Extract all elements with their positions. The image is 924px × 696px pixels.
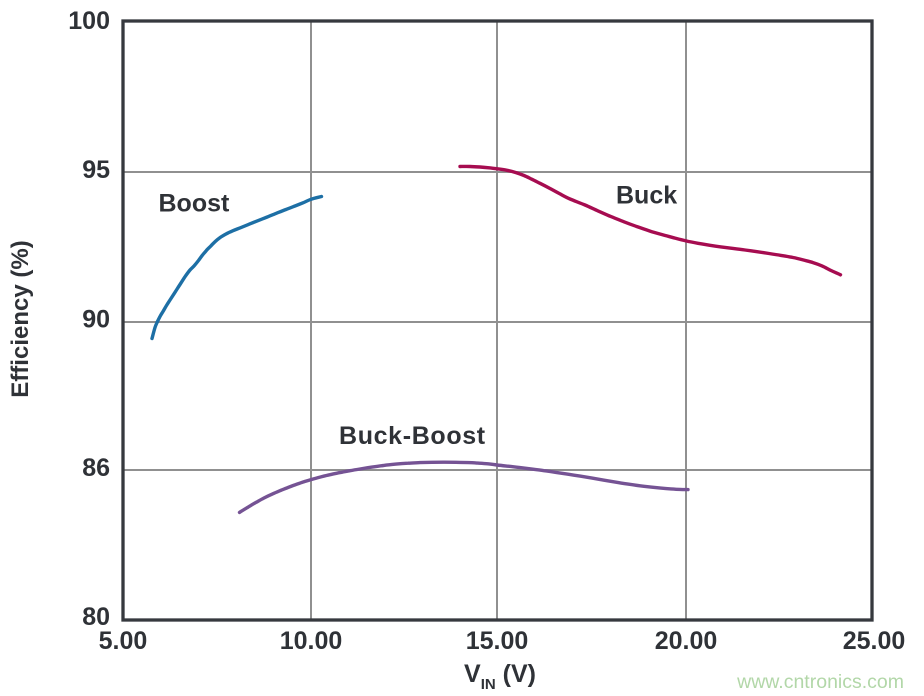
svg-text:25.00: 25.00 (843, 627, 906, 655)
svg-text:Buck-Boost: Buck-Boost (339, 422, 486, 450)
svg-text:90: 90 (82, 306, 110, 334)
svg-text:5.00: 5.00 (99, 627, 148, 655)
svg-text:15.00: 15.00 (466, 627, 529, 655)
svg-text:Buck: Buck (616, 182, 677, 210)
svg-text:VIN (V): VIN (V) (464, 660, 536, 693)
svg-text:86: 86 (82, 454, 110, 482)
svg-text:Boost: Boost (159, 190, 231, 218)
svg-text:80: 80 (82, 603, 110, 631)
svg-text:www.cntronics.com: www.cntronics.com (736, 671, 904, 693)
svg-text:100: 100 (68, 7, 110, 35)
svg-text:10.00: 10.00 (280, 627, 343, 655)
svg-text:95: 95 (82, 156, 110, 184)
svg-text:20.00: 20.00 (655, 627, 718, 655)
svg-text:Efficiency (%): Efficiency (%) (7, 240, 34, 397)
